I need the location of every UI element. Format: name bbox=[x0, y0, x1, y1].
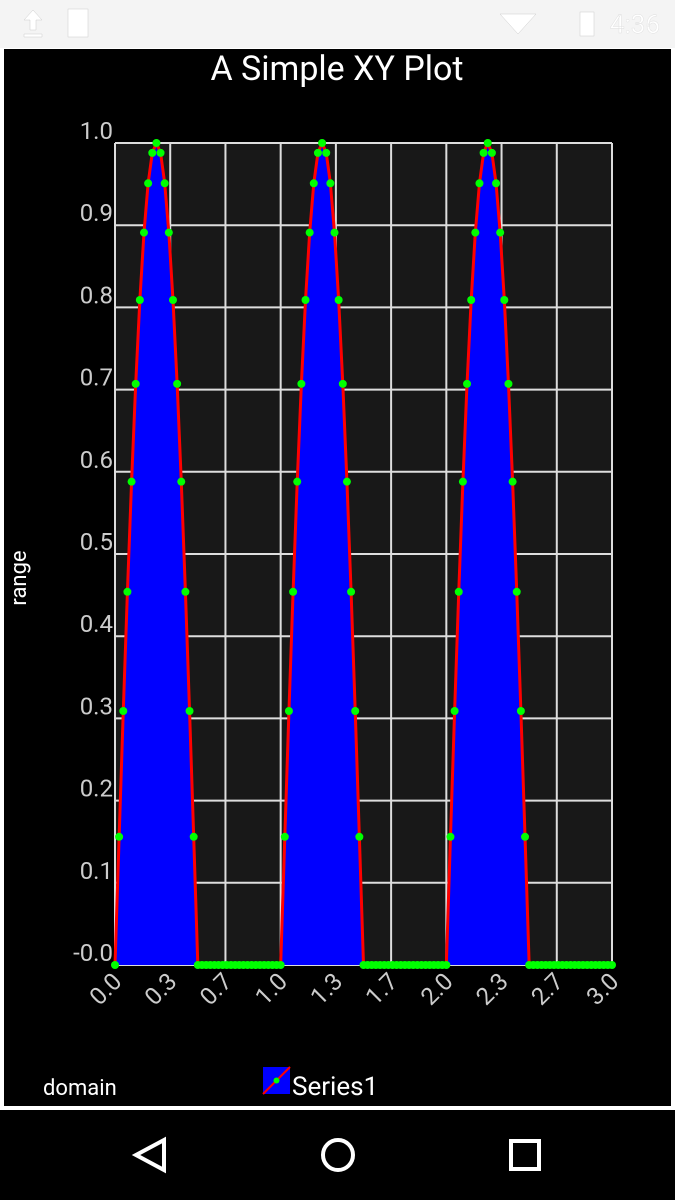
point bbox=[442, 961, 451, 969]
battery-icon bbox=[579, 11, 595, 37]
y-tick-label: 0.9 bbox=[80, 199, 113, 227]
point bbox=[119, 707, 128, 716]
point bbox=[521, 832, 530, 841]
point bbox=[500, 296, 509, 305]
point bbox=[467, 296, 476, 305]
point bbox=[293, 477, 302, 486]
point bbox=[496, 228, 505, 237]
point bbox=[177, 477, 186, 486]
chart-title: A Simple XY Plot bbox=[210, 49, 463, 89]
y-tick-label: 0.4 bbox=[80, 610, 113, 638]
point bbox=[131, 379, 140, 388]
point bbox=[355, 832, 364, 841]
point bbox=[313, 148, 322, 157]
clock: 4:36 bbox=[610, 10, 660, 40]
point bbox=[608, 961, 616, 969]
point bbox=[512, 587, 521, 596]
point bbox=[309, 179, 318, 188]
point bbox=[156, 148, 165, 157]
point bbox=[127, 477, 136, 486]
wifi-icon bbox=[499, 13, 537, 35]
point bbox=[111, 961, 119, 969]
point bbox=[475, 179, 484, 188]
chart: A Simple XY Plot -0.0 0.1 0.2 0.3 0.4 0.5 0.6 0.… bbox=[2, 48, 673, 1108]
point bbox=[508, 477, 517, 486]
x-axis-label: domain bbox=[43, 1076, 117, 1101]
point bbox=[115, 832, 124, 841]
upload-icon bbox=[23, 9, 43, 38]
nav-bar bbox=[0, 1110, 675, 1200]
y-tick-label: 0.6 bbox=[80, 446, 113, 474]
y-tick-label: 1.0 bbox=[80, 117, 113, 145]
point bbox=[516, 707, 525, 716]
point bbox=[144, 179, 153, 188]
point bbox=[454, 587, 463, 596]
back-button[interactable] bbox=[131, 1136, 166, 1174]
point bbox=[297, 379, 306, 388]
point bbox=[284, 707, 293, 716]
point bbox=[446, 832, 455, 841]
status-bg bbox=[0, 0, 675, 48]
point bbox=[471, 228, 480, 237]
point bbox=[463, 379, 472, 388]
y-tick-label: -0.0 bbox=[73, 939, 113, 967]
point bbox=[347, 587, 356, 596]
point bbox=[318, 139, 327, 147]
point bbox=[330, 228, 339, 237]
point bbox=[181, 587, 190, 596]
y-tick-label: 0.8 bbox=[80, 281, 113, 309]
point bbox=[322, 148, 331, 157]
point bbox=[338, 379, 347, 388]
point bbox=[351, 707, 360, 716]
y-tick-label: 0.5 bbox=[80, 528, 113, 556]
recents-button[interactable] bbox=[509, 1139, 541, 1171]
point bbox=[123, 587, 132, 596]
point bbox=[276, 961, 285, 969]
point bbox=[492, 179, 501, 188]
point bbox=[342, 477, 351, 486]
point bbox=[479, 148, 488, 157]
point bbox=[135, 296, 144, 305]
point bbox=[160, 179, 169, 188]
y-axis-label: range bbox=[7, 550, 32, 605]
point bbox=[289, 587, 298, 596]
nav-bg bbox=[0, 1110, 675, 1200]
y-tick-label: 0.2 bbox=[80, 775, 113, 803]
y-tick-label: 0.3 bbox=[80, 692, 113, 720]
point bbox=[148, 148, 157, 157]
home-button[interactable] bbox=[321, 1138, 355, 1172]
legend-marker bbox=[273, 1077, 280, 1084]
point bbox=[185, 707, 194, 716]
point bbox=[189, 832, 198, 841]
point bbox=[139, 228, 148, 237]
point bbox=[487, 148, 496, 157]
point bbox=[168, 296, 177, 305]
point bbox=[458, 477, 467, 486]
point bbox=[280, 832, 289, 841]
area bbox=[115, 143, 612, 965]
point bbox=[164, 228, 173, 237]
status-bar: 4:36 bbox=[0, 0, 675, 48]
point bbox=[504, 379, 513, 388]
point bbox=[173, 379, 182, 388]
point bbox=[450, 707, 459, 716]
y-tick-label: 0.1 bbox=[80, 857, 113, 885]
point bbox=[334, 296, 343, 305]
legend-label: Series1 bbox=[292, 1072, 378, 1102]
point bbox=[326, 179, 335, 188]
point bbox=[483, 139, 492, 147]
point bbox=[305, 228, 314, 237]
point bbox=[152, 139, 161, 147]
download-icon bbox=[67, 8, 89, 38]
point bbox=[301, 296, 310, 305]
y-tick-label: 0.7 bbox=[80, 364, 113, 392]
